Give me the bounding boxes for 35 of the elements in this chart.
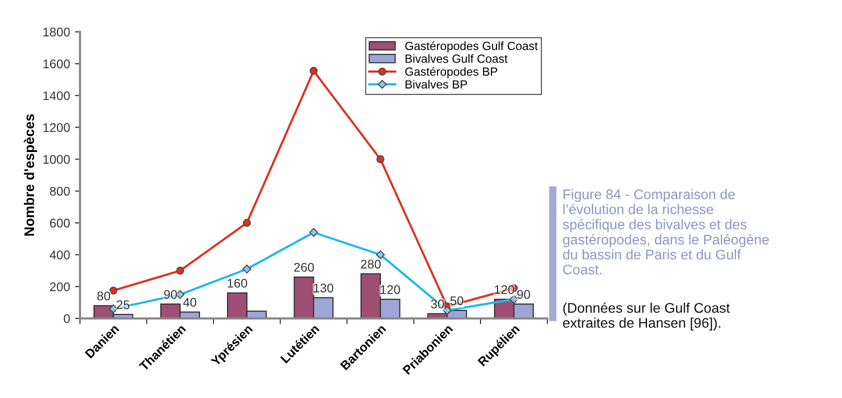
y-tick-label: 1400: [43, 91, 70, 100]
y-tick-label: 1800: [43, 28, 70, 36]
data-label: 130: [314, 284, 334, 292]
legend-label: Gastéropodes BP: [405, 66, 498, 78]
y-axis-title: Nombre d'espèces: [24, 114, 37, 236]
point: [176, 266, 184, 275]
point: [109, 286, 118, 294]
data-label: 90: [517, 290, 530, 299]
data-label: 280: [360, 260, 381, 269]
y-tick-label: 600: [50, 218, 70, 228]
point: [242, 218, 251, 227]
data-label: 50: [450, 296, 464, 306]
legend-label: Bivalves BP: [406, 80, 468, 89]
data-label: 25: [116, 300, 130, 310]
data-label: 120: [494, 285, 514, 294]
y-tick-label: 1200: [43, 123, 70, 132]
y-tick-label: 1000: [43, 155, 70, 164]
point: [310, 66, 318, 75]
text: (Données sur le Gulf Coast extraites de Hansen [96]).: [563, 302, 730, 331]
y-tick-label: 0: [64, 314, 70, 324]
data-label: 160: [228, 278, 248, 288]
data-label: 80: [97, 292, 110, 300]
legend-label: Bivalves Gulf Coast: [406, 54, 508, 63]
y-tick-label: 800: [50, 186, 70, 196]
y-tick-label: 400: [50, 250, 70, 260]
data-label: 120: [380, 285, 400, 294]
data-label: 40: [183, 298, 196, 307]
point: [376, 155, 384, 164]
y-tick-label: 1600: [43, 59, 70, 68]
data-label: 30: [431, 300, 444, 308]
y-tick-label: 200: [50, 282, 70, 292]
data-label: 90: [164, 290, 177, 299]
legend-label: Gastéropodes Gulf Coast: [405, 41, 538, 52]
data-label: 260: [294, 262, 314, 272]
caption: Figure 84 - Comparaison de l’évolution de la richesse spécifique des bivalves et des gastéropodes, dans le Paléogène du bassin de Paris et du Gulf Coast.: [562, 189, 769, 274]
